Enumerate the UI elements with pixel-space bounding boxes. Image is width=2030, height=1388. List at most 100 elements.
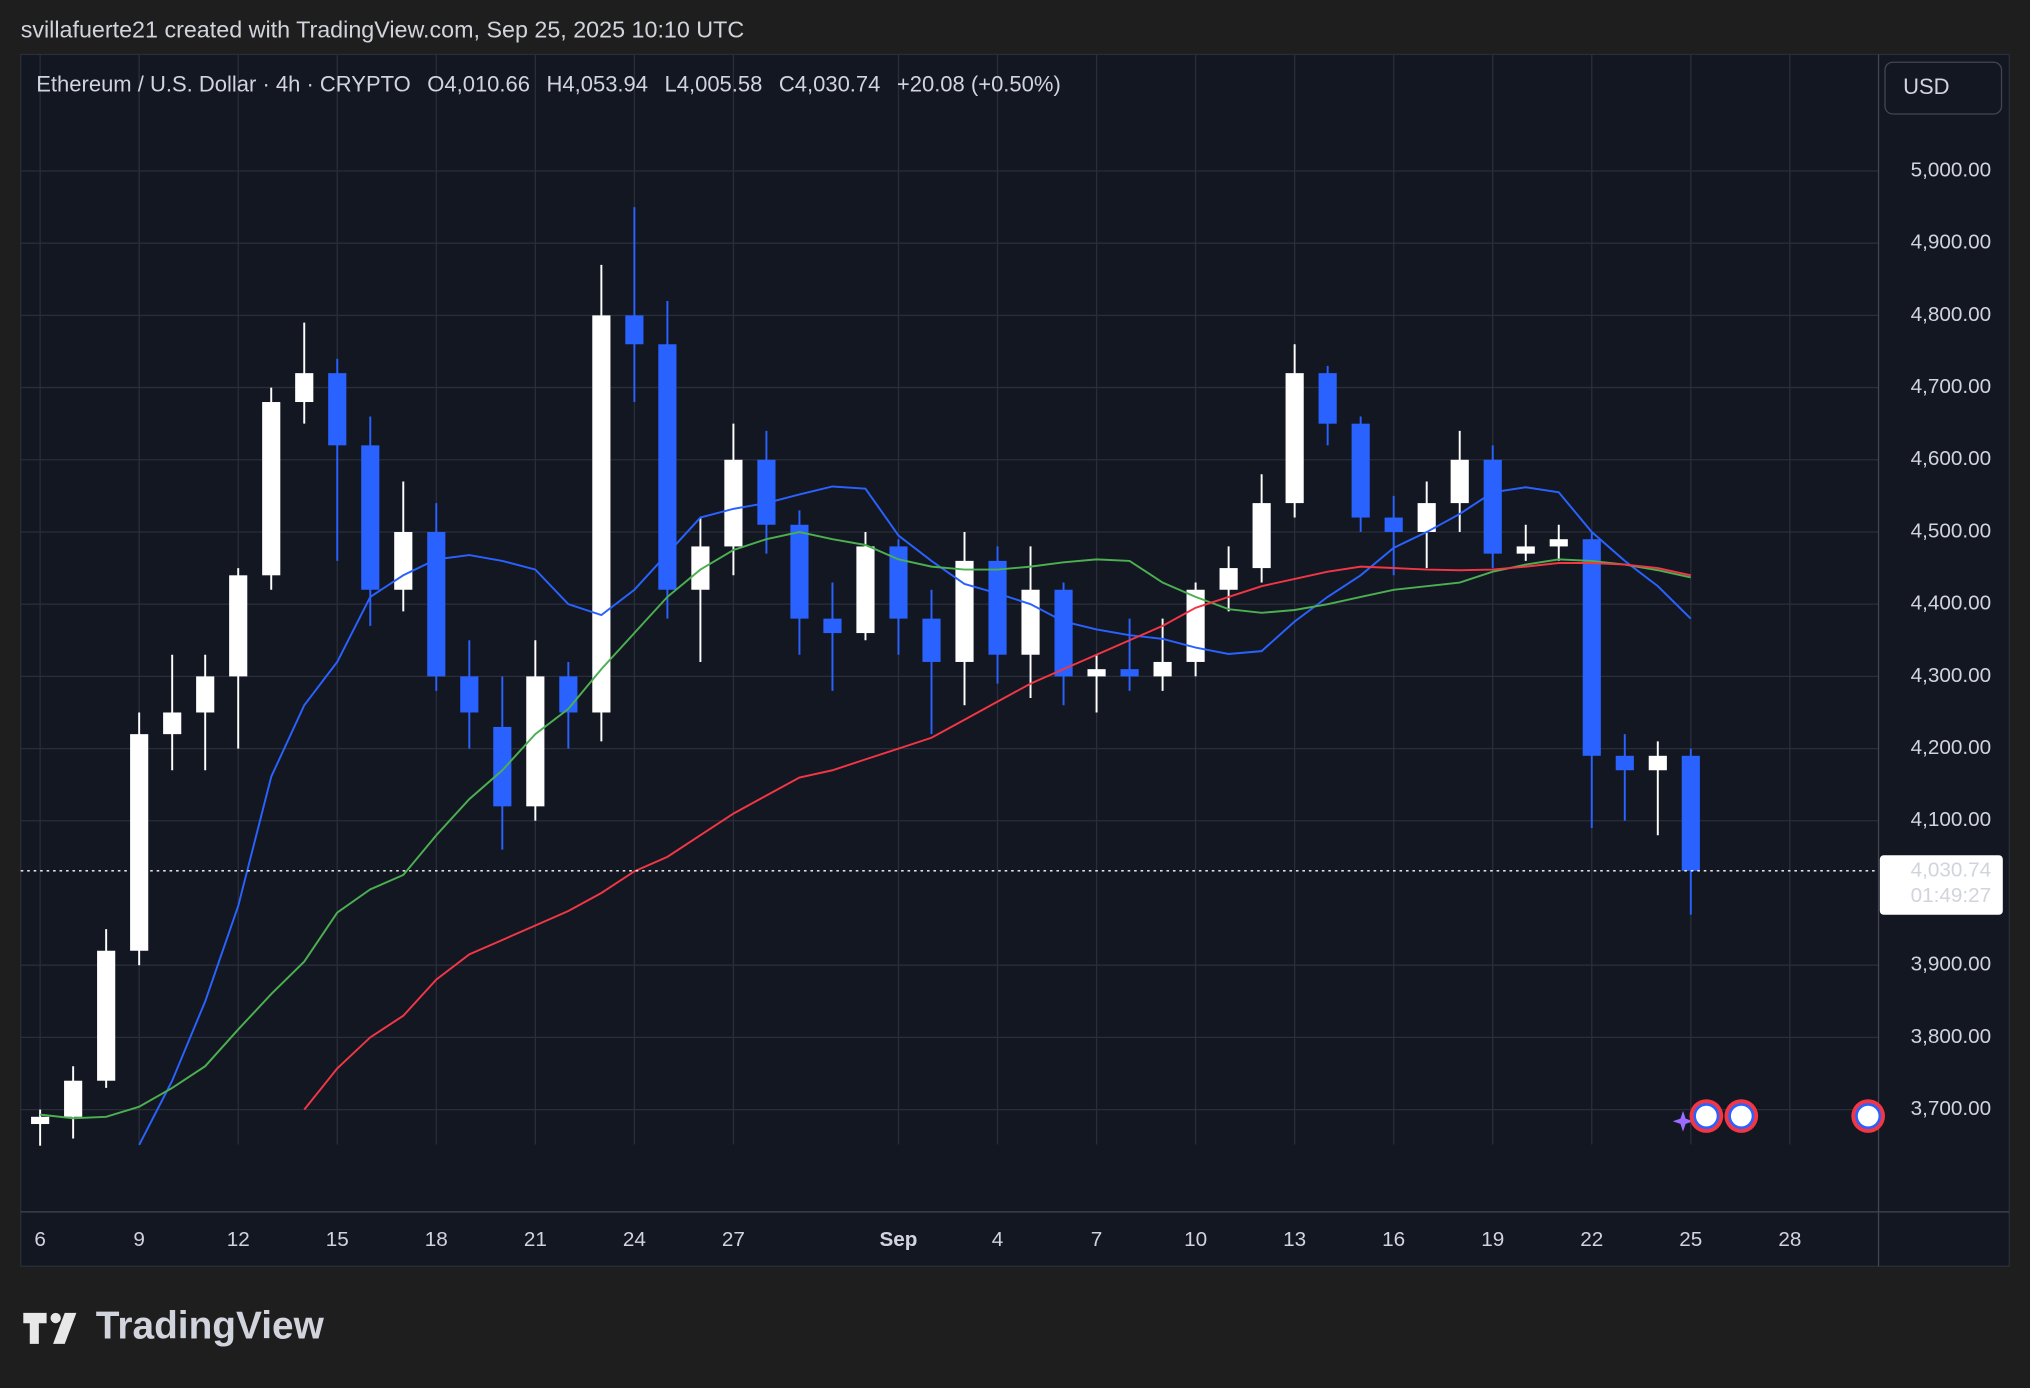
ohlc-change: +20.08 (+0.50%) xyxy=(897,71,1061,96)
currency-box[interactable] xyxy=(1884,61,2003,115)
candle-body xyxy=(922,618,941,662)
moving-average xyxy=(40,531,1692,1120)
header: svillafuerte21 created with TradingView.… xyxy=(21,16,744,42)
x-tick-label: 15 xyxy=(326,1228,349,1251)
candle-body xyxy=(1549,539,1568,547)
candle-body xyxy=(1582,539,1601,756)
x-tick-label: 9 xyxy=(133,1228,145,1251)
x-tick-label: 21 xyxy=(524,1228,547,1251)
candle-body xyxy=(493,726,512,807)
y-tick-label: 4,400.00 xyxy=(1911,592,1992,615)
x-tick-label: 6 xyxy=(34,1228,46,1251)
x-tick-label: 18 xyxy=(425,1228,448,1251)
legend: Ethereum / U.S. Dollar · 4h · CRYPTO O4,… xyxy=(36,71,1061,96)
candle-body xyxy=(1483,459,1502,554)
x-tick-label: 24 xyxy=(623,1228,646,1251)
candle-body xyxy=(526,676,545,807)
candle-body xyxy=(889,546,908,619)
event-icon[interactable] xyxy=(1693,1103,1720,1130)
x-tick-label: 27 xyxy=(722,1228,745,1251)
y-tick-label: 4,600.00 xyxy=(1911,447,1992,470)
candle-body xyxy=(1681,755,1700,871)
x-tick-label: Sep xyxy=(879,1228,917,1251)
candle-body xyxy=(1648,755,1667,771)
candle-body xyxy=(196,676,215,713)
y-tick-label: 4,700.00 xyxy=(1911,375,1992,398)
candle-body xyxy=(328,373,347,446)
x-tick-label: 7 xyxy=(1091,1228,1103,1251)
candle-body xyxy=(1186,589,1205,662)
x-tick-label: 4 xyxy=(992,1228,1004,1251)
candle-body xyxy=(1285,373,1304,504)
candle-body xyxy=(658,344,677,590)
candle-body xyxy=(97,950,116,1081)
event-star[interactable] xyxy=(1672,1110,1694,1132)
candle-body xyxy=(625,315,644,345)
x-tick-label: 16 xyxy=(1382,1228,1405,1251)
candle-body xyxy=(394,531,413,590)
candle-body xyxy=(757,459,776,525)
candle-body xyxy=(31,1116,50,1125)
y-tick-label: 4,800.00 xyxy=(1911,303,1992,326)
events[interactable] xyxy=(1672,1099,1885,1133)
candle-body xyxy=(856,546,875,634)
candle-body xyxy=(427,531,446,677)
x-tick-label: 28 xyxy=(1778,1228,1801,1251)
ohlc-high: H4,053.94 xyxy=(546,71,648,96)
candle-body xyxy=(790,524,809,619)
candle-body xyxy=(1384,517,1403,532)
brand-logo: TradingView xyxy=(23,1305,325,1348)
symbol: Ethereum / U.S. Dollar · 4h · CRYPTO xyxy=(36,71,411,96)
candle-body xyxy=(1252,503,1271,569)
x-tick-label: 10 xyxy=(1184,1228,1207,1251)
ohlc-close: C4,030.74 xyxy=(779,71,881,96)
candle-body xyxy=(229,575,248,677)
candle-body xyxy=(1054,589,1073,677)
candle-body xyxy=(691,546,710,590)
x-tick-label: 12 xyxy=(227,1228,250,1251)
last-price-box xyxy=(1879,855,2003,915)
y-tick-label: 4,900.00 xyxy=(1911,231,1992,254)
ohlc-open: O4,010.66 xyxy=(427,71,530,96)
y-tick-label: 4,500.00 xyxy=(1911,519,1992,542)
candle-body xyxy=(1153,661,1172,677)
candle-body xyxy=(361,445,380,590)
candle-body xyxy=(955,560,974,662)
event-icon[interactable] xyxy=(1855,1103,1882,1130)
candle-body xyxy=(163,712,182,735)
candle-body xyxy=(1615,755,1634,771)
candle-body xyxy=(1087,669,1106,677)
ohlc-low: L4,005.58 xyxy=(665,71,763,96)
candle-body xyxy=(262,402,281,576)
candle-body xyxy=(1219,568,1238,590)
candle-body xyxy=(295,373,314,403)
candle-body xyxy=(1318,373,1337,424)
y-tick-label: 3,700.00 xyxy=(1911,1097,1992,1120)
x-tick-label: 13 xyxy=(1283,1228,1306,1251)
x-tick-label: 22 xyxy=(1580,1228,1603,1251)
candle-body xyxy=(460,676,479,713)
logo-mark xyxy=(53,1312,77,1344)
candle-body xyxy=(1450,459,1469,504)
candle-body xyxy=(1021,589,1040,655)
x-tick-label: 19 xyxy=(1481,1228,1504,1251)
candle-body xyxy=(823,618,842,634)
event-icon[interactable] xyxy=(1728,1103,1755,1130)
moving-average xyxy=(138,485,1692,1146)
plot xyxy=(31,207,1700,1146)
candle-body xyxy=(1351,423,1370,518)
chart-panel xyxy=(20,53,2010,1267)
candle-body xyxy=(592,315,611,713)
candle-body xyxy=(988,560,1007,655)
currency[interactable]: USD xyxy=(1903,74,1949,99)
y-tick-label: 3,800.00 xyxy=(1911,1025,1992,1048)
brand: TradingView xyxy=(96,1305,325,1348)
candle-body xyxy=(559,676,578,713)
x-tick-label: 25 xyxy=(1679,1228,1702,1251)
last-price-label: 4,030.74 xyxy=(1911,858,1992,881)
candle-body xyxy=(1417,503,1436,532)
logo-mark xyxy=(50,1312,61,1324)
y-tick-label: 5,000.00 xyxy=(1911,158,1992,181)
